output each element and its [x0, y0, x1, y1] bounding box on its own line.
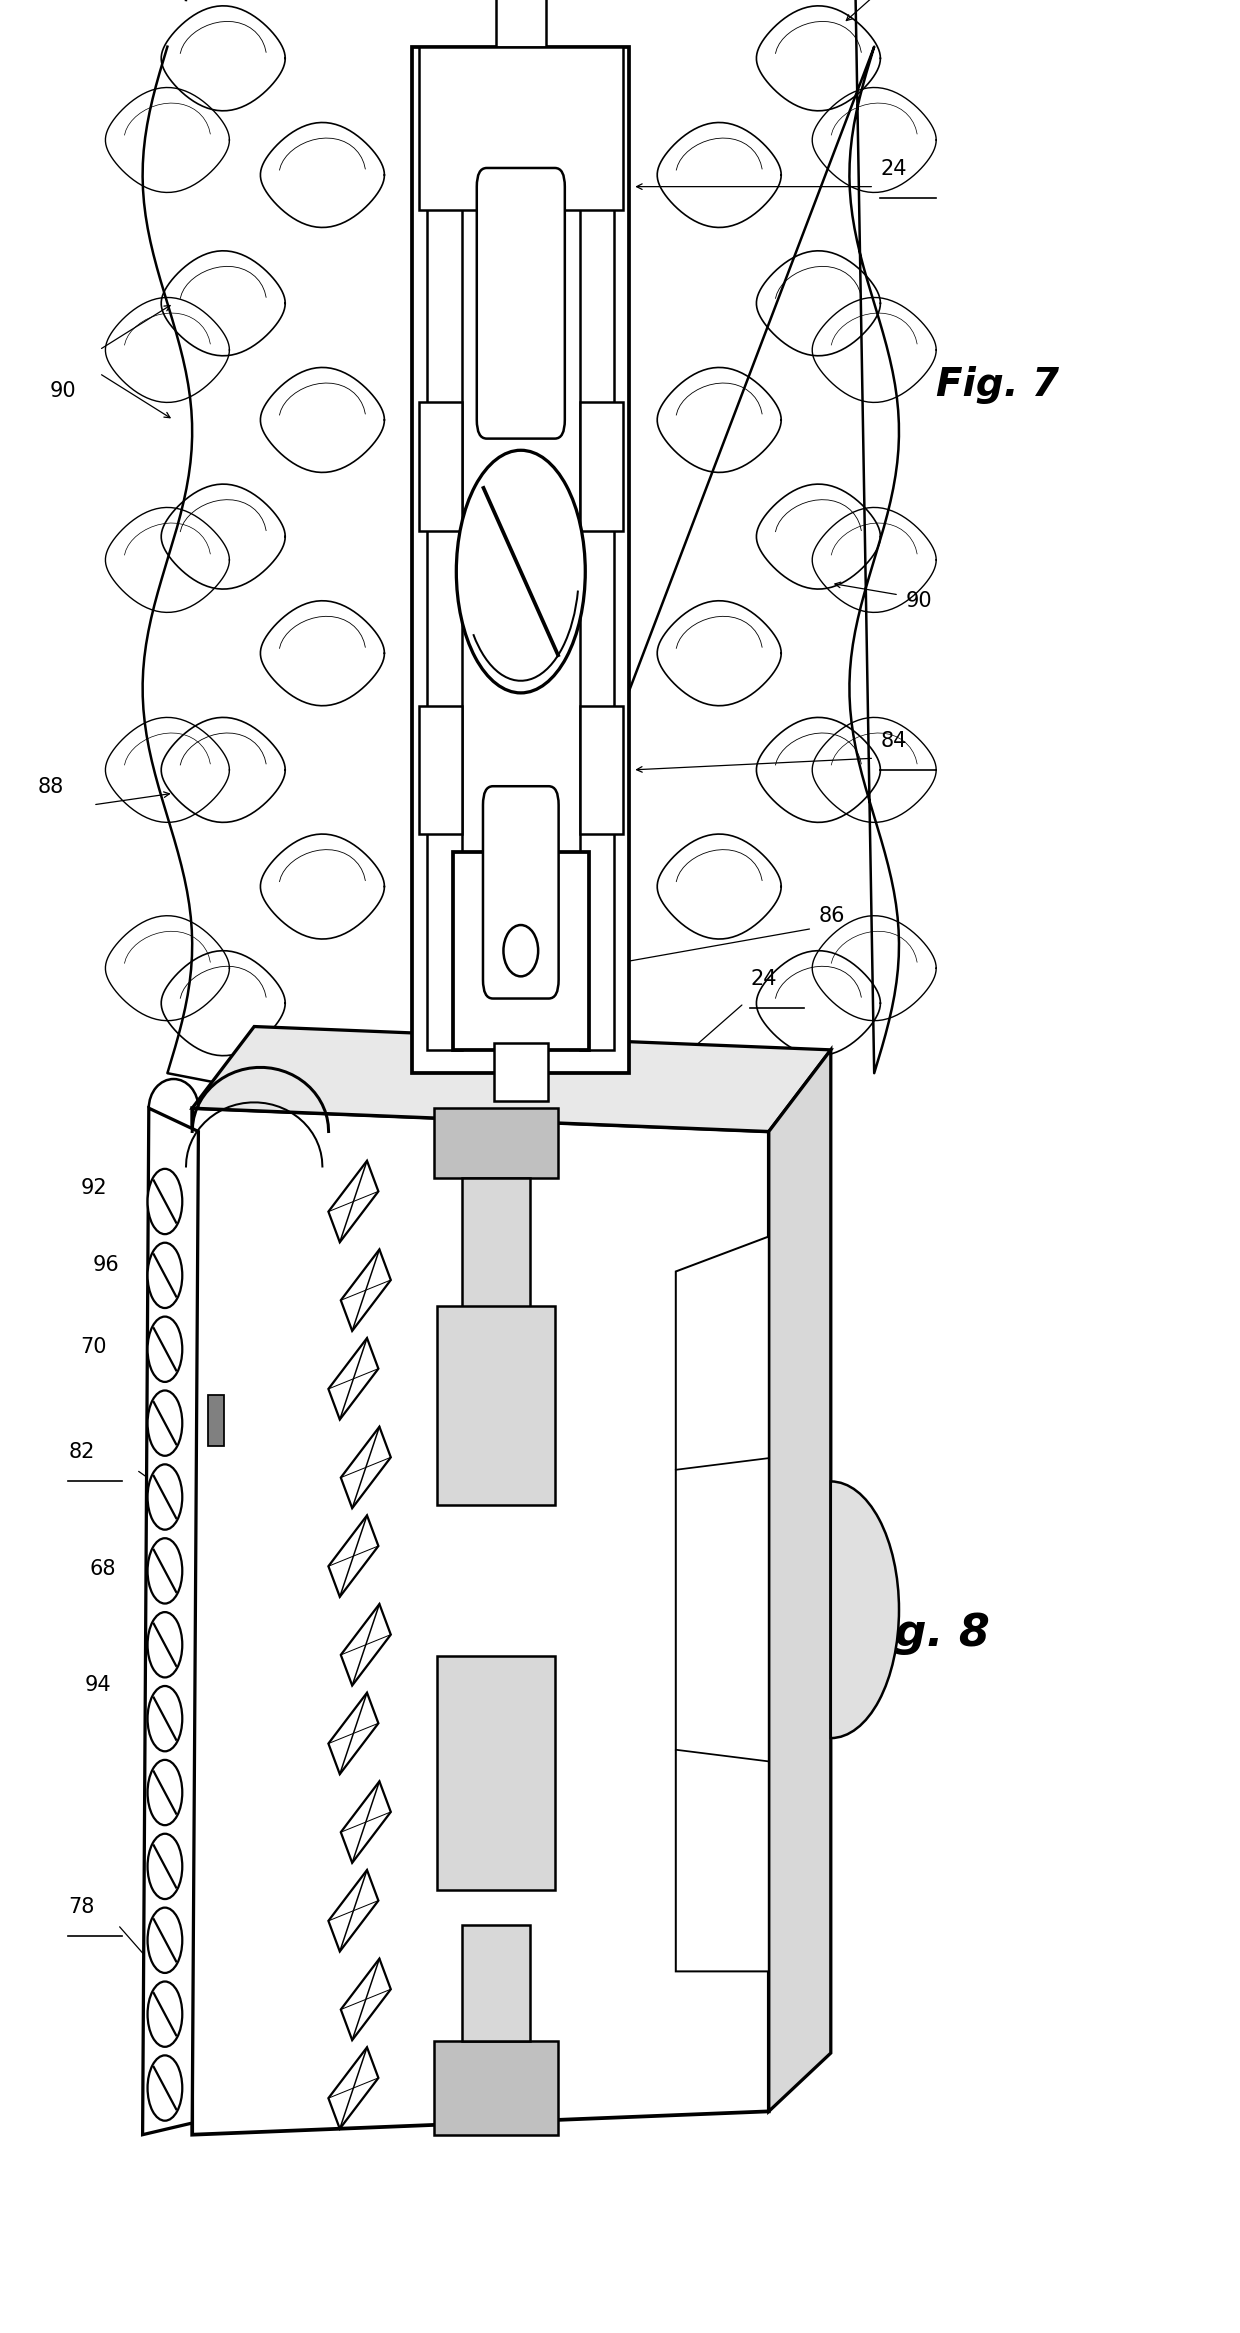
- Circle shape: [148, 1908, 182, 1974]
- Circle shape: [148, 1981, 182, 2046]
- Circle shape: [148, 1612, 182, 1677]
- Bar: [580, 705, 624, 833]
- Polygon shape: [341, 1605, 391, 1684]
- Polygon shape: [341, 1782, 391, 1862]
- Circle shape: [148, 1687, 182, 1752]
- Text: 24: 24: [880, 159, 906, 180]
- Circle shape: [148, 1465, 182, 1530]
- Text: 86: 86: [601, 992, 627, 1013]
- Circle shape: [148, 1390, 182, 1456]
- Text: 90: 90: [294, 1015, 547, 1120]
- Text: Fig. 7: Fig. 7: [936, 366, 1059, 404]
- Text: 92: 92: [81, 1178, 107, 1199]
- Bar: [438, 1656, 556, 1890]
- Polygon shape: [329, 1871, 378, 1950]
- Text: 86: 86: [818, 905, 844, 926]
- Polygon shape: [769, 1050, 831, 2111]
- Polygon shape: [329, 1694, 378, 1773]
- Text: 88: 88: [37, 777, 63, 798]
- FancyBboxPatch shape: [482, 786, 558, 999]
- Bar: [419, 47, 622, 210]
- Bar: [496, 0, 546, 47]
- Wedge shape: [831, 1481, 899, 1738]
- Polygon shape: [143, 1108, 198, 2135]
- Bar: [461, 1178, 529, 1388]
- Polygon shape: [341, 1960, 391, 2039]
- Polygon shape: [192, 1027, 831, 1132]
- Text: 70: 70: [81, 1337, 107, 1358]
- Circle shape: [456, 450, 585, 693]
- Text: 96: 96: [93, 1255, 120, 1276]
- Polygon shape: [434, 2041, 558, 2135]
- FancyBboxPatch shape: [476, 168, 564, 439]
- Circle shape: [148, 1316, 182, 1381]
- Ellipse shape: [503, 924, 538, 975]
- Text: 38: 38: [713, 1388, 739, 1409]
- Text: 78: 78: [68, 1897, 94, 1918]
- Circle shape: [148, 1759, 182, 1824]
- Circle shape: [148, 1537, 182, 1603]
- Bar: [580, 70, 615, 1050]
- Polygon shape: [192, 1108, 769, 2135]
- Circle shape: [148, 1834, 182, 1899]
- Polygon shape: [341, 1250, 391, 1330]
- Text: 90: 90: [50, 380, 76, 401]
- Bar: [461, 1925, 529, 2041]
- Bar: [412, 47, 630, 1073]
- Bar: [494, 1043, 548, 1101]
- Text: 8: 8: [552, 1239, 573, 1267]
- Bar: [419, 705, 463, 833]
- Text: 24: 24: [750, 968, 776, 989]
- Circle shape: [148, 1169, 182, 1234]
- Text: 82: 82: [68, 1442, 94, 1463]
- Bar: [438, 1306, 556, 1505]
- Text: 88: 88: [701, 1547, 727, 1568]
- Bar: [580, 401, 624, 532]
- Text: Fig. 8: Fig. 8: [849, 1612, 991, 1654]
- Polygon shape: [329, 1162, 378, 1241]
- Bar: [427, 70, 463, 1050]
- Polygon shape: [329, 2048, 378, 2128]
- Text: 94: 94: [84, 1675, 110, 1696]
- Text: 68: 68: [275, 999, 485, 1085]
- Text: 68: 68: [89, 1558, 115, 1579]
- Bar: [453, 852, 589, 1050]
- Text: 84: 84: [663, 1255, 689, 1276]
- Polygon shape: [434, 1108, 558, 1178]
- Bar: [208, 1395, 224, 1446]
- Polygon shape: [676, 1236, 769, 1971]
- Polygon shape: [341, 1428, 391, 1507]
- Circle shape: [148, 1243, 182, 1309]
- Text: 90: 90: [905, 590, 931, 611]
- Circle shape: [148, 2055, 182, 2121]
- Bar: [419, 401, 463, 532]
- Polygon shape: [329, 1516, 378, 1596]
- Text: 84: 84: [880, 730, 906, 751]
- Polygon shape: [329, 1339, 378, 1418]
